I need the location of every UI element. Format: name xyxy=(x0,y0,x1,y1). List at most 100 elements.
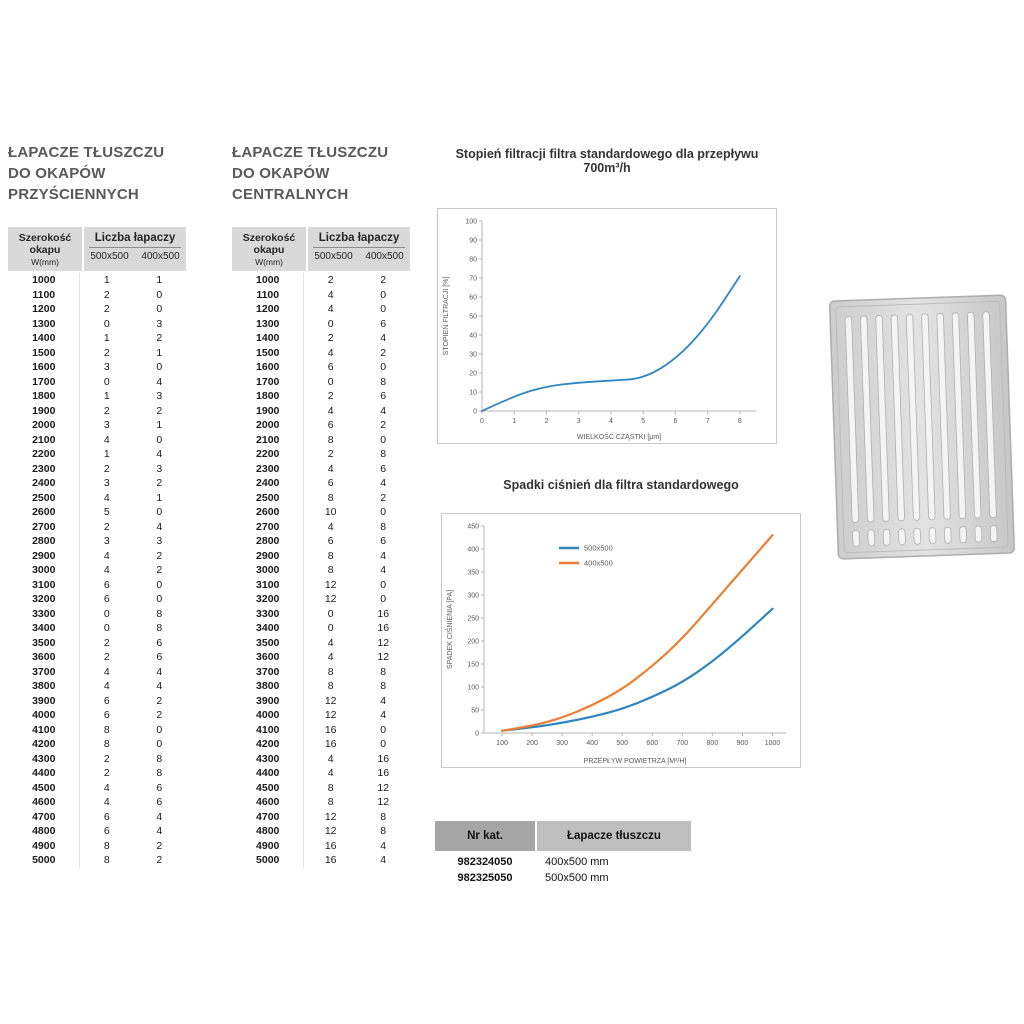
table-row: 4500 8 12 xyxy=(232,780,410,795)
table-row: 4000 12 4 xyxy=(232,708,410,723)
trap-count-cell: 8 xyxy=(156,607,163,620)
hood-width-cell: 1900 xyxy=(8,403,81,418)
svg-text:90: 90 xyxy=(469,238,477,245)
trap-count-cell: 0 xyxy=(156,361,163,373)
hood-width-cell: 4300 xyxy=(232,751,305,766)
trap-count-cell: 12 xyxy=(324,694,337,707)
svg-text:250: 250 xyxy=(467,616,479,623)
table-row: 4500 4 6 xyxy=(8,780,186,795)
trap-count-cell: 8 xyxy=(380,680,387,692)
trap-count-cell: 2 xyxy=(103,651,110,663)
table-row: 4100 16 0 xyxy=(232,722,410,737)
trap-count-cell: 1 xyxy=(156,491,163,504)
table-row: 1000 1 1 xyxy=(8,273,186,288)
table-row: 4900 16 4 xyxy=(232,838,410,853)
table-row: 4600 8 12 xyxy=(232,795,410,810)
central-hood-table-title: ŁAPACZE TŁUSZCZU DO OKAPÓW CENTRALNYCH xyxy=(232,142,410,205)
trap-count-cell: 2 xyxy=(327,332,334,344)
trap-count-cell: 2 xyxy=(103,346,110,359)
table-row: 3400 0 8 xyxy=(8,621,186,636)
svg-text:2: 2 xyxy=(545,418,549,425)
title-line: DO OKAPÓW xyxy=(232,165,330,182)
table-row: 1800 2 6 xyxy=(232,389,410,404)
trap-count-cell: 2 xyxy=(380,419,387,431)
trap-count-cell: 6 xyxy=(380,462,387,475)
hood-width-cell: 2100 xyxy=(232,432,305,447)
svg-text:0: 0 xyxy=(473,409,477,416)
hood-width-cell: 1200 xyxy=(232,302,305,317)
catalog-table-header: Nr kat. Łapacze tłuszczu xyxy=(435,821,691,851)
table-row: 1400 2 4 xyxy=(232,331,410,346)
trap-count-cell: 6 xyxy=(156,651,163,663)
hood-width-cell: 2100 xyxy=(8,432,81,447)
hood-width-cell: 1000 xyxy=(232,273,305,288)
trap-count-cell: 3 xyxy=(156,462,163,475)
trap-count-cell: 4 xyxy=(380,477,387,489)
width-column-header: Szerokość okapu W(mm) xyxy=(232,227,308,271)
hood-width-cell: 1600 xyxy=(8,360,81,375)
hood-width-cell: 2800 xyxy=(232,534,305,549)
trap-count-cell: 2 xyxy=(103,404,110,417)
table-row: 3700 8 8 xyxy=(232,664,410,679)
table-row: 5000 16 4 xyxy=(232,853,410,868)
trap-count-cell: 0 xyxy=(380,288,387,301)
hood-width-cell: 3200 xyxy=(232,592,305,607)
table-header: Szerokość okapu W(mm) Liczba łapaczy 500… xyxy=(232,227,410,271)
trap-count-cell: 4 xyxy=(156,810,163,823)
trap-count-cell: 12 xyxy=(377,796,390,808)
trap-count-cell: 8 xyxy=(380,665,387,678)
trap-count-cell: 0 xyxy=(103,317,110,330)
trap-count-cell: 2 xyxy=(327,448,334,460)
trap-count-cell: 2 xyxy=(103,303,110,315)
trap-count-cell: 6 xyxy=(327,535,334,547)
trap-count-cell: 3 xyxy=(103,535,110,547)
trap-count-cell: 2 xyxy=(156,332,163,344)
trap-count-cell: 4 xyxy=(327,288,334,301)
hood-width-cell: 3600 xyxy=(8,650,81,665)
trap-count-cell: 1 xyxy=(103,332,110,344)
trap-count-cell: 8 xyxy=(380,520,387,533)
hood-width-cell: 2400 xyxy=(232,476,305,491)
trap-count-cell: 8 xyxy=(103,839,110,852)
pressure-drop-chart-svg: 0 50 100 150 200 250 300 350 400 450 100 200 300 400 5… xyxy=(445,524,786,765)
trap-count-cell: 0 xyxy=(156,506,163,518)
trap-count-cell: 1 xyxy=(103,448,110,460)
hood-width-cell: 3800 xyxy=(8,679,81,694)
table-row: 1500 4 2 xyxy=(232,345,410,360)
table-row: 3300 0 16 xyxy=(232,606,410,621)
trap-count-cell: 8 xyxy=(380,810,387,823)
trap-count-cell: 12 xyxy=(377,651,390,663)
svg-text:300: 300 xyxy=(556,740,568,747)
pressure-drop-chart: Spadki ciśnień dla filtra standardowego … xyxy=(441,478,801,768)
hood-width-cell: 4600 xyxy=(232,795,305,810)
trap-count-cell: 6 xyxy=(327,361,334,373)
hood-width-cell: 3700 xyxy=(232,664,305,679)
trap-count-cell: 0 xyxy=(327,375,334,388)
trap-count-cell: 4 xyxy=(327,303,334,315)
trap-count-cell: 8 xyxy=(103,738,110,750)
wall-hood-table: ŁAPACZE TŁUSZCZU DO OKAPÓW PRZYŚCIENNYCH… xyxy=(8,142,186,868)
trap-count-cell: 4 xyxy=(156,825,163,837)
svg-text:900: 900 xyxy=(737,740,749,747)
table-row: 3900 12 4 xyxy=(232,693,410,708)
svg-text:70: 70 xyxy=(469,276,477,283)
trap-count-cell: 2 xyxy=(380,346,387,359)
pressure-drop-chart-title: Spadki ciśnień dla filtra standardowego xyxy=(503,478,739,492)
trap-count-cell: 0 xyxy=(380,593,387,605)
table-row: 3400 0 16 xyxy=(232,621,410,636)
table-row: 1800 1 3 xyxy=(8,389,186,404)
table-row: 2500 4 1 xyxy=(8,490,186,505)
svg-text:100: 100 xyxy=(465,219,477,226)
trap-count-cell: 4 xyxy=(103,680,110,692)
trap-count-cell: 2 xyxy=(103,767,110,779)
trap-count-cell: 2 xyxy=(156,477,163,489)
table-row: 2100 8 0 xyxy=(232,432,410,447)
table-row: 1300 0 6 xyxy=(232,316,410,331)
hood-width-cell: 2600 xyxy=(8,505,81,520)
trap-count-cell: 2 xyxy=(103,462,110,475)
hood-width-cell: 1300 xyxy=(8,316,81,331)
table-row: 2900 4 2 xyxy=(8,548,186,563)
hood-width-cell: 2300 xyxy=(232,461,305,476)
svg-text:100: 100 xyxy=(467,685,479,692)
trap-count-cell: 8 xyxy=(327,781,334,794)
